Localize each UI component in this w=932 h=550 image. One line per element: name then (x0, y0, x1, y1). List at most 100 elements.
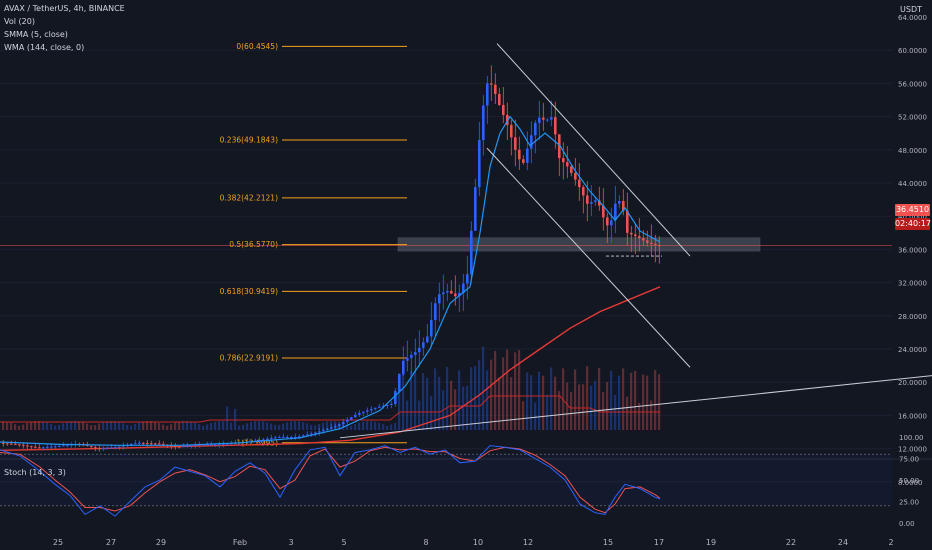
time-tick-label: 25 (53, 538, 63, 547)
candle-body (550, 117, 553, 120)
candle-body (618, 200, 621, 204)
candle-body (546, 119, 549, 121)
volume-bar (74, 421, 77, 430)
candle-body (394, 391, 397, 405)
candle-body (270, 437, 273, 439)
volume-bar (190, 421, 193, 430)
candle-body (510, 124, 513, 138)
volume-bar (198, 424, 201, 430)
candle-body (586, 195, 589, 204)
candle-body (158, 443, 161, 445)
candle-body (2, 442, 5, 444)
volume-bar (138, 422, 141, 430)
volume-bar (14, 424, 17, 430)
candle-body (142, 442, 145, 444)
volume-bar (46, 422, 49, 430)
candle-body (302, 435, 305, 437)
fib-level-label: 0.618(30.9419) (220, 287, 278, 296)
candle-body (10, 443, 13, 445)
volume-bar (622, 368, 625, 430)
candle-body (566, 162, 569, 167)
candle-body (114, 447, 117, 449)
candle-body (514, 137, 517, 150)
volume-bar (418, 400, 421, 430)
volume-bar (146, 421, 149, 430)
candle-body (218, 444, 221, 446)
volume-bar (250, 421, 253, 430)
volume-bar (310, 424, 313, 430)
candle-body (90, 446, 93, 448)
volume-bar (378, 422, 381, 430)
volume-bar (534, 402, 537, 430)
candle-body (258, 439, 261, 441)
price-tick-label: 12.0000 (898, 446, 927, 454)
candle-body (538, 117, 541, 123)
volume-bar (494, 351, 497, 430)
candle-body (454, 293, 457, 297)
volume-bar (122, 423, 125, 430)
price-tick-label: 60.0000 (898, 47, 927, 55)
candle-body (134, 443, 137, 445)
volume-bar (318, 423, 321, 430)
volume-bar (642, 374, 645, 430)
volume-bar (130, 425, 133, 430)
candle-body (582, 187, 585, 196)
candle-body (430, 319, 433, 337)
candle-body (418, 347, 421, 353)
price-tick-label: 48.0000 (898, 147, 927, 155)
volume-bar (446, 366, 449, 430)
candle-body (366, 410, 369, 412)
volume-bar (298, 421, 301, 430)
volume-bar (178, 421, 181, 430)
stoch-label[interactable]: Stoch (14, 3, 3) (4, 468, 66, 477)
volume-bar (410, 370, 413, 430)
volume-bar (382, 424, 385, 430)
indicator-label-wma[interactable]: WMA (144, close, 0) (4, 43, 85, 52)
volume-bar (654, 369, 657, 430)
indicator-label-volume[interactable]: Vol (20) (4, 17, 35, 26)
candle-body (98, 448, 101, 450)
volume-bar (354, 424, 357, 430)
candle-body (634, 234, 637, 237)
price-tick-label: 56.0000 (898, 80, 927, 88)
candle-body (378, 406, 381, 408)
candle-body (66, 444, 69, 446)
candle-body (146, 443, 149, 445)
price-tick-label: 40.0000 (898, 213, 927, 221)
volume-ma-line (0, 395, 660, 423)
volume-bar (554, 376, 557, 430)
volume-bar (626, 396, 629, 430)
candle-body (498, 94, 501, 105)
currency-label[interactable]: USDT (900, 5, 922, 14)
candle-body (298, 436, 301, 438)
candle-body (30, 446, 33, 448)
candle-body (462, 283, 465, 293)
volume-bar (434, 368, 437, 430)
candle-body (190, 445, 193, 447)
volume-bar (422, 373, 425, 430)
candle-body (482, 105, 485, 141)
time-tick-label: 15 (603, 538, 613, 547)
candle-body (630, 232, 633, 235)
volume-bar (490, 359, 493, 430)
candle-body (502, 104, 505, 115)
candle-body (106, 447, 109, 449)
candle-body (598, 200, 601, 206)
fib-level-label: 1(12.6995) (236, 438, 278, 447)
candle-body (138, 442, 141, 444)
volume-bar (430, 396, 433, 430)
volume-bar (118, 422, 121, 430)
volume-bar (238, 425, 241, 430)
volume-bar (94, 425, 97, 430)
volume-bar (574, 369, 577, 430)
volume-bar (466, 385, 469, 430)
fib-level-label: 0(60.4545) (236, 42, 278, 51)
candle-body (210, 444, 213, 446)
volume-bar (538, 371, 541, 430)
indicator-label-smma[interactable]: SMMA (5, close) (4, 30, 68, 39)
volume-bar (162, 424, 165, 430)
volume-bar (6, 421, 9, 430)
volume-bar (506, 349, 509, 430)
time-tick-label: 8 (423, 538, 428, 547)
